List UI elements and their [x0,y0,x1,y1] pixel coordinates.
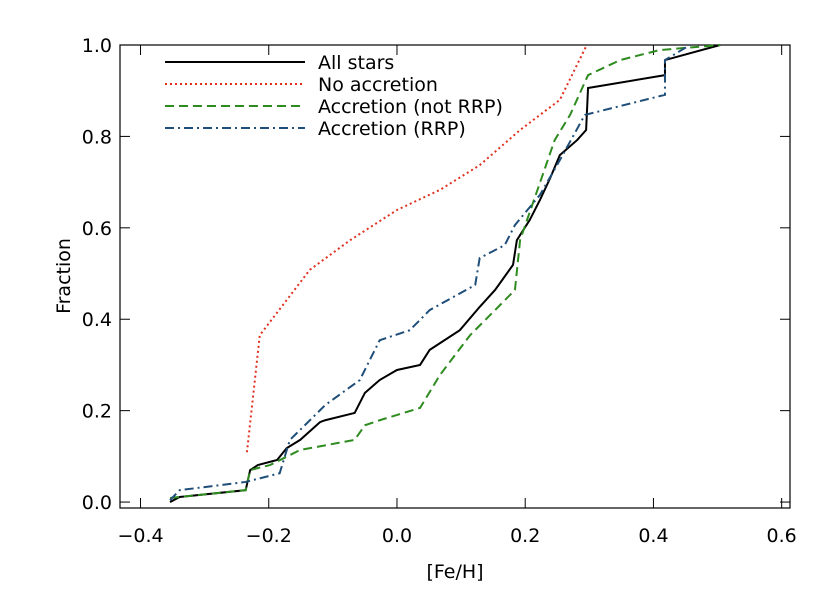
x-axis-label: [Fe/H] [426,561,483,583]
x-tick-label: 0.0 [382,525,412,547]
data-line [169,44,691,501]
x-tick-label: 0.4 [638,525,668,547]
y-axis-label: Fraction [53,238,75,314]
x-tick-label: −0.4 [117,525,163,547]
legend-label: Accretion (not RRP) [318,96,503,118]
y-tick-label: 0.2 [82,401,112,423]
x-tick-label: 0.6 [767,525,797,547]
legend-label: Accretion (RRP) [318,118,466,140]
y-tick-label: 1.0 [82,35,112,57]
y-tick-label: 0.0 [82,492,112,514]
y-tick-label: 0.4 [82,309,112,331]
legend-label: No accretion [318,74,438,96]
x-tick-label: −0.2 [246,525,292,547]
data-line [169,44,721,503]
y-tick-label: 0.6 [82,218,112,240]
legend-label: All stars [318,52,394,74]
x-tick-label: 0.2 [510,525,540,547]
plot-frame [119,44,791,509]
y-tick-label: 0.8 [82,126,112,148]
